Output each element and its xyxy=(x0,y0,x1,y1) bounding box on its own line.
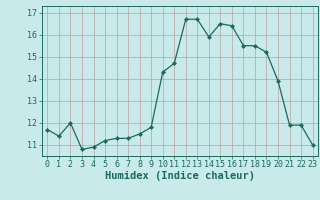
X-axis label: Humidex (Indice chaleur): Humidex (Indice chaleur) xyxy=(105,171,255,181)
